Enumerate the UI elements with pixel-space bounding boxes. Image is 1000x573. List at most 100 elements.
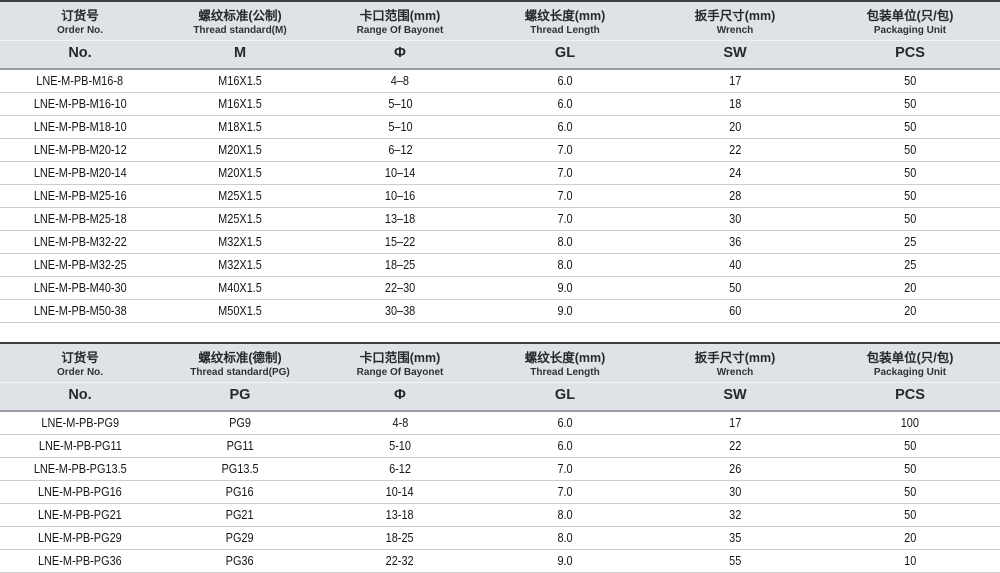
cell-value: LNE-M-PB-PG16 <box>38 484 122 499</box>
table-cell: 10-14 <box>320 480 480 504</box>
table-cell: LNE-M-PB-M25-18 <box>0 207 160 231</box>
cell-value: LNE-M-PB-M32-25 <box>33 257 127 272</box>
cell-value: 9.0 <box>557 280 573 295</box>
table-cell: PG9 <box>160 411 320 435</box>
table-cell: 22 <box>650 138 820 162</box>
column-title-zh: 螺纹标准(德制) <box>198 351 282 365</box>
cell-value: LNE-M-PB-M20-12 <box>33 142 127 157</box>
cell-value: 50 <box>903 211 917 226</box>
table-cell: LNE-M-PB-PG9 <box>0 411 160 435</box>
cell-value: 8.0 <box>557 234 573 249</box>
cell-value: LNE-M-PB-PG21 <box>38 507 122 522</box>
table-cell: 18-25 <box>320 526 480 550</box>
cell-value: LNE-M-PB-PG36 <box>38 553 122 568</box>
cell-value: 20 <box>903 303 917 318</box>
table-cell: M25X1.5 <box>160 184 320 208</box>
cell-value: 10 <box>903 553 917 568</box>
cell-value: 5–10 <box>387 96 413 111</box>
table-cell: 7.0 <box>480 184 650 208</box>
table-cell: 20 <box>650 115 820 139</box>
cell-value: 36 <box>728 234 742 249</box>
cell-value: 50 <box>903 119 917 134</box>
table-cell: 50 <box>820 161 1000 185</box>
column-header: 螺纹长度(mm) Thread Length <box>480 2 650 41</box>
column-title-zh: 订货号 <box>61 351 99 365</box>
column-title-zh: 卡口范围(mm) <box>359 9 441 23</box>
table-cell: LNE-M-PB-M40-30 <box>0 276 160 300</box>
column-title-zh: 螺纹长度(mm) <box>524 9 606 23</box>
cell-value: 35 <box>728 530 742 545</box>
table-cell: 50 <box>820 503 1000 527</box>
column-symbol: M <box>160 40 320 70</box>
table-cell: 8.0 <box>480 503 650 527</box>
header-row-symbol: No. M Φ GL SW PCS <box>0 40 1000 70</box>
table-cell: 8.0 <box>480 230 650 254</box>
cell-value: 7.0 <box>557 188 573 203</box>
table-cell: 7.0 <box>480 161 650 185</box>
cell-value: M16X1.5 <box>218 73 262 88</box>
table-cell: 32 <box>650 503 820 527</box>
column-title-zh: 扳手尺寸(mm) <box>694 9 776 23</box>
column-title-zh: 包装单位(只/包) <box>866 351 954 365</box>
cell-value: 28 <box>728 188 742 203</box>
table-cell: LNE-M-PB-PG21 <box>0 503 160 527</box>
column-symbol: No. <box>0 40 160 70</box>
cell-value: 30 <box>728 484 742 499</box>
table-row: LNE-M-PB-M18-10 M18X1.5 5–10 6.0 20 50 <box>0 115 1000 139</box>
cell-value: M32X1.5 <box>218 257 262 272</box>
cell-value: LNE-M-PB-PG29 <box>38 530 122 545</box>
table-row: LNE-M-PB-M25-16 M25X1.5 10–16 7.0 28 50 <box>0 184 1000 208</box>
cell-value: 10–14 <box>384 165 416 180</box>
table-cell: 5-10 <box>320 434 480 458</box>
table-cell: M25X1.5 <box>160 207 320 231</box>
table-row: LNE-M-PB-M16-8 M16X1.5 4–8 6.0 17 50 <box>0 69 1000 93</box>
table-cell: 22–30 <box>320 276 480 300</box>
cell-value: PG29 <box>226 530 254 545</box>
table-body: LNE-M-PB-M16-8 M16X1.5 4–8 6.0 17 50 LNE-M-PB-… <box>0 69 1000 323</box>
column-header: 扳手尺寸(mm) Wrench <box>650 2 820 41</box>
table-cell: 100 <box>820 411 1000 435</box>
table-cell: 10–14 <box>320 161 480 185</box>
header-row-bilingual: 订货号 Order No. 螺纹标准(公制) Thread standard(M) 卡口… <box>0 2 1000 41</box>
cell-value: LNE-M-PB-M20-14 <box>33 165 127 180</box>
cell-value: 22 <box>728 438 742 453</box>
table-cell: 8.0 <box>480 526 650 550</box>
column-header: 包装单位(只/包) Packaging Unit <box>820 2 1000 41</box>
cell-value: 60 <box>728 303 742 318</box>
table-cell: 50 <box>820 69 1000 93</box>
cell-value: 6.0 <box>557 438 573 453</box>
column-title-en: Range Of Bayonet <box>356 367 444 378</box>
table-cell: 18–25 <box>320 253 480 277</box>
column-title-zh: 螺纹标准(公制) <box>198 9 282 23</box>
table-cell: 55 <box>650 549 820 573</box>
column-header: 订货号 Order No. <box>0 344 160 383</box>
column-title-zh: 螺纹长度(mm) <box>524 351 606 365</box>
table-cell: 10 <box>820 549 1000 573</box>
table-cell: 20 <box>820 526 1000 550</box>
table-row: LNE-M-PB-M20-12 M20X1.5 6–12 7.0 22 50 <box>0 138 1000 162</box>
table-cell: 50 <box>820 184 1000 208</box>
cell-value: 10–16 <box>384 188 416 203</box>
table-cell: 22 <box>650 434 820 458</box>
table-row: LNE-M-PB-PG9 PG9 4-8 6.0 17 100 <box>0 411 1000 435</box>
cell-value: 18-25 <box>386 530 414 545</box>
header-row-symbol: No. PG Φ GL SW PCS <box>0 382 1000 412</box>
table-cell: 15–22 <box>320 230 480 254</box>
table-cell: 50 <box>820 457 1000 481</box>
table-body: LNE-M-PB-PG9 PG9 4-8 6.0 17 100 LNE-M-PB-PG11 P… <box>0 411 1000 573</box>
table-row: LNE-M-PB-PG16 PG16 10-14 7.0 30 50 <box>0 480 1000 504</box>
cell-value: 55 <box>728 553 742 568</box>
cell-value: 50 <box>903 165 917 180</box>
cell-value: 26 <box>728 461 742 476</box>
cell-value: M20X1.5 <box>218 165 262 180</box>
cell-value: LNE-M-PB-M16-8 <box>36 73 124 88</box>
column-title-en: Order No. <box>56 367 104 378</box>
table-cell: M18X1.5 <box>160 115 320 139</box>
cell-value: LNE-M-PB-PG13.5 <box>33 461 127 476</box>
table-row: LNE-M-PB-PG29 PG29 18-25 8.0 35 20 <box>0 526 1000 550</box>
table-cell: 50 <box>820 115 1000 139</box>
cell-value: 10-14 <box>386 484 414 499</box>
table-cell: LNE-M-PB-M25-16 <box>0 184 160 208</box>
table-cell: 6.0 <box>480 115 650 139</box>
